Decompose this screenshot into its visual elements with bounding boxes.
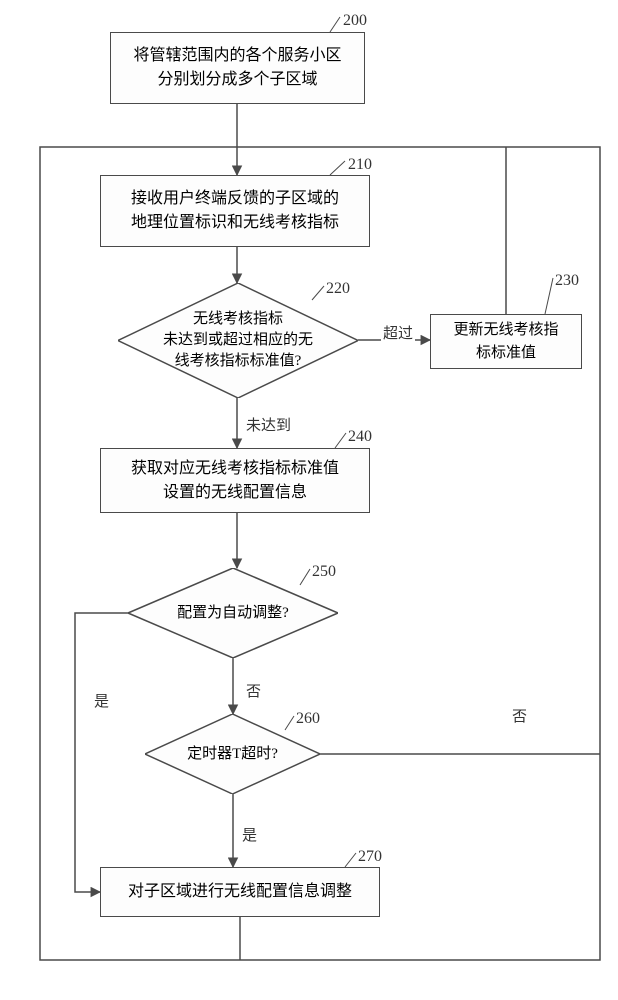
- num-210: 210: [348, 156, 372, 174]
- num-200: 200: [343, 12, 367, 30]
- edge-label-250-270: 是: [92, 690, 111, 711]
- flowchart-canvas: 将管辖范围内的各个服务小区分别划分成多个子区域 接收用户终端反馈的子区域的地理位…: [0, 0, 618, 1000]
- node-220-text: 无线考核指标未达到或超过相应的无线考核指标标准值?: [163, 311, 313, 369]
- edge-label-220-230: 超过: [381, 322, 415, 343]
- num-220: 220: [326, 280, 350, 298]
- num-240: 240: [348, 428, 372, 446]
- node-220: 无线考核指标未达到或超过相应的无线考核指标标准值?: [118, 283, 358, 398]
- num-250: 250: [312, 563, 336, 581]
- edge-label-220-240: 未达到: [244, 414, 293, 435]
- node-210-text: 接收用户终端反馈的子区域的地理位置标识和无线考核指标: [131, 187, 339, 235]
- node-260: 定时器T超时?: [145, 714, 320, 794]
- node-240-text: 获取对应无线考核指标标准值设置的无线配置信息: [131, 457, 339, 505]
- node-250: 配置为自动调整?: [128, 568, 338, 658]
- edge-label-250-260: 否: [244, 680, 263, 701]
- num-230: 230: [555, 272, 579, 290]
- node-260-text: 定时器T超时?: [187, 746, 278, 762]
- node-240: 获取对应无线考核指标标准值设置的无线配置信息: [100, 448, 370, 513]
- num-270: 270: [358, 848, 382, 866]
- node-200-text: 将管辖范围内的各个服务小区分别划分成多个子区域: [133, 44, 341, 92]
- node-270-text: 对子区域进行无线配置信息调整: [128, 880, 352, 904]
- num-260: 260: [296, 710, 320, 728]
- node-230: 更新无线考核指标标准值: [430, 314, 582, 369]
- node-200: 将管辖范围内的各个服务小区分别划分成多个子区域: [110, 32, 365, 104]
- node-230-text: 更新无线考核指标标准值: [453, 319, 558, 364]
- edge-label-260-270: 是: [240, 824, 259, 845]
- node-210: 接收用户终端反馈的子区域的地理位置标识和无线考核指标: [100, 175, 370, 247]
- edge-label-260-loop: 否: [510, 705, 529, 726]
- node-250-text: 配置为自动调整?: [177, 605, 289, 621]
- node-270: 对子区域进行无线配置信息调整: [100, 867, 380, 917]
